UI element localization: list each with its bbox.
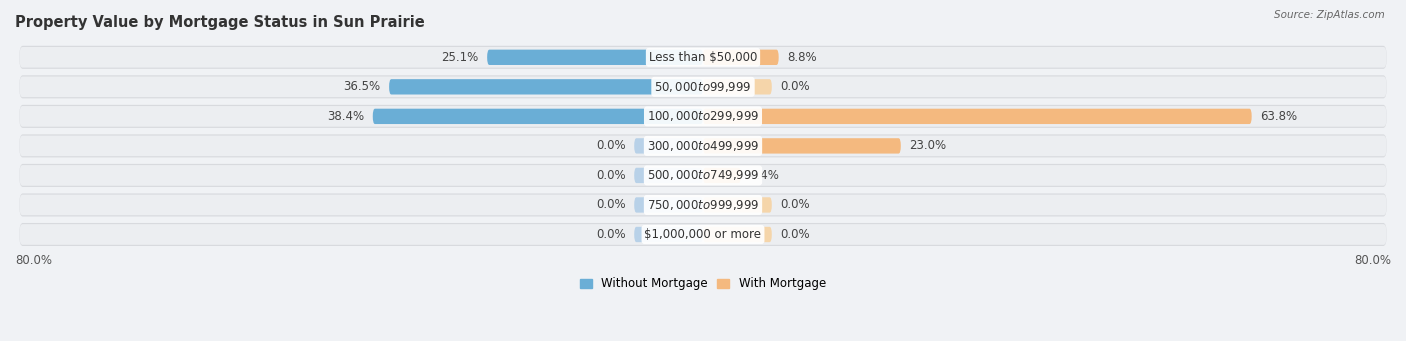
FancyBboxPatch shape <box>703 79 772 94</box>
FancyBboxPatch shape <box>703 109 1251 124</box>
Text: $50,000 to $99,999: $50,000 to $99,999 <box>654 80 752 94</box>
FancyBboxPatch shape <box>634 138 703 153</box>
Text: 4.4%: 4.4% <box>749 169 779 182</box>
FancyBboxPatch shape <box>634 197 703 213</box>
Text: $1,000,000 or more: $1,000,000 or more <box>644 228 762 241</box>
Text: 0.0%: 0.0% <box>780 80 810 93</box>
Text: 38.4%: 38.4% <box>328 110 364 123</box>
Text: Property Value by Mortgage Status in Sun Prairie: Property Value by Mortgage Status in Sun… <box>15 15 425 30</box>
FancyBboxPatch shape <box>20 193 1386 217</box>
Text: 0.0%: 0.0% <box>596 228 626 241</box>
FancyBboxPatch shape <box>20 47 1386 68</box>
FancyBboxPatch shape <box>20 165 1386 186</box>
Legend: Without Mortgage, With Mortgage: Without Mortgage, With Mortgage <box>575 273 831 295</box>
FancyBboxPatch shape <box>20 46 1386 69</box>
Text: Source: ZipAtlas.com: Source: ZipAtlas.com <box>1274 10 1385 20</box>
FancyBboxPatch shape <box>703 138 901 153</box>
Text: Less than $50,000: Less than $50,000 <box>648 51 758 64</box>
FancyBboxPatch shape <box>703 168 741 183</box>
FancyBboxPatch shape <box>703 197 772 213</box>
Text: 23.0%: 23.0% <box>910 139 946 152</box>
FancyBboxPatch shape <box>20 134 1386 158</box>
FancyBboxPatch shape <box>634 227 703 242</box>
Text: 8.8%: 8.8% <box>787 51 817 64</box>
Text: $300,000 to $499,999: $300,000 to $499,999 <box>647 139 759 153</box>
FancyBboxPatch shape <box>20 195 1386 215</box>
FancyBboxPatch shape <box>20 164 1386 187</box>
Text: $750,000 to $999,999: $750,000 to $999,999 <box>647 198 759 212</box>
FancyBboxPatch shape <box>389 79 703 94</box>
Text: 63.8%: 63.8% <box>1260 110 1298 123</box>
Text: $100,000 to $299,999: $100,000 to $299,999 <box>647 109 759 123</box>
FancyBboxPatch shape <box>20 75 1386 98</box>
Text: 25.1%: 25.1% <box>441 51 478 64</box>
FancyBboxPatch shape <box>20 106 1386 127</box>
Text: 0.0%: 0.0% <box>780 198 810 211</box>
FancyBboxPatch shape <box>703 227 772 242</box>
FancyBboxPatch shape <box>486 50 703 65</box>
FancyBboxPatch shape <box>20 136 1386 156</box>
FancyBboxPatch shape <box>634 168 703 183</box>
FancyBboxPatch shape <box>373 109 703 124</box>
FancyBboxPatch shape <box>20 224 1386 245</box>
Text: 80.0%: 80.0% <box>1354 254 1391 267</box>
Text: $500,000 to $749,999: $500,000 to $749,999 <box>647 168 759 182</box>
Text: 0.0%: 0.0% <box>596 139 626 152</box>
Text: 0.0%: 0.0% <box>596 198 626 211</box>
Text: 36.5%: 36.5% <box>343 80 381 93</box>
Text: 80.0%: 80.0% <box>15 254 52 267</box>
FancyBboxPatch shape <box>20 76 1386 97</box>
FancyBboxPatch shape <box>20 105 1386 128</box>
Text: 0.0%: 0.0% <box>596 169 626 182</box>
Text: 0.0%: 0.0% <box>780 228 810 241</box>
FancyBboxPatch shape <box>20 223 1386 246</box>
FancyBboxPatch shape <box>703 50 779 65</box>
